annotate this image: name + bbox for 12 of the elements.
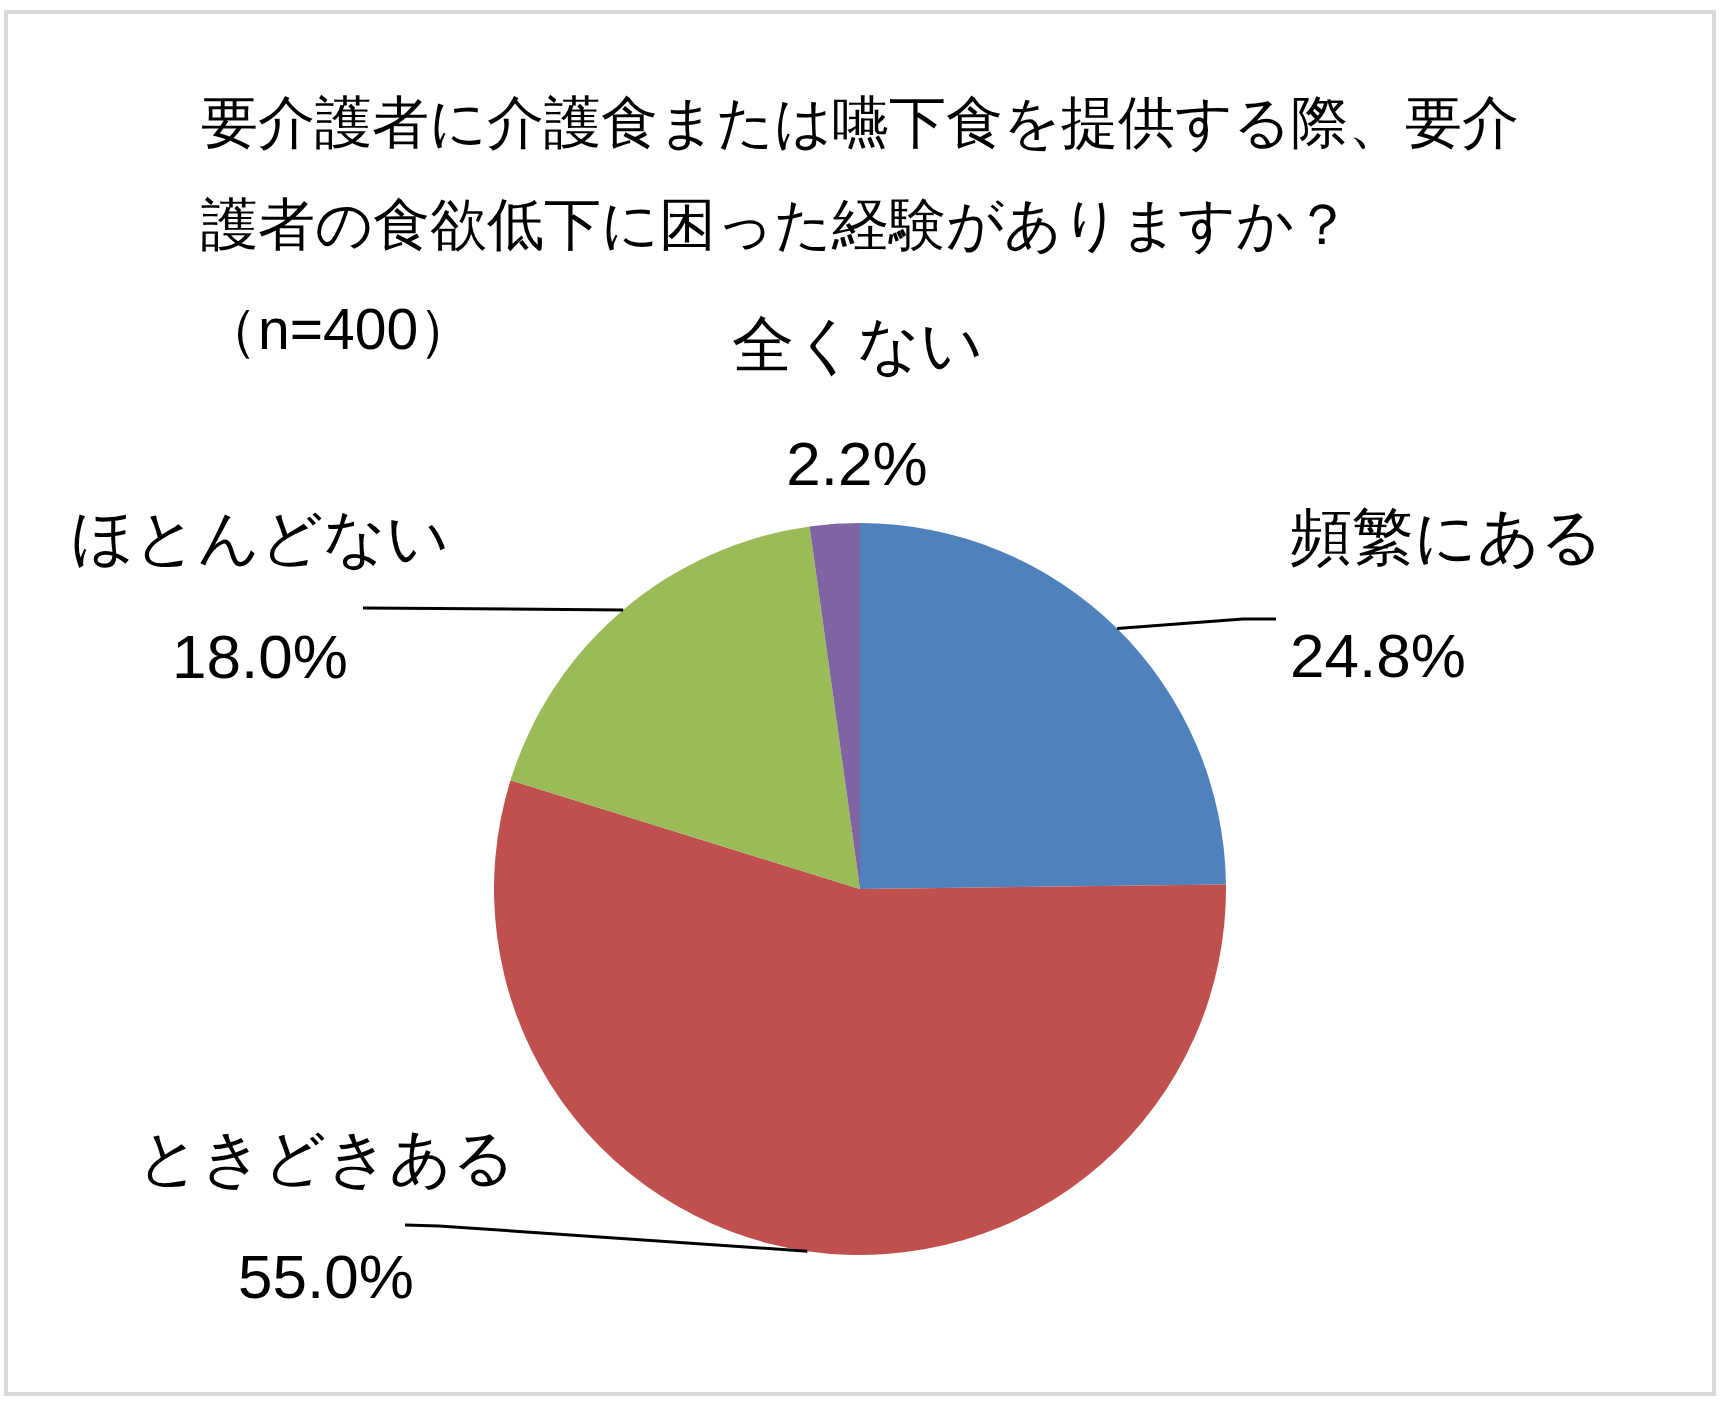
pie-slice [510, 526, 860, 889]
slice-label: 全くない [731, 310, 983, 379]
data-label: 24.8% [1290, 621, 1466, 690]
slice-label: ときどきある [137, 1123, 515, 1192]
chart-subtitle: （n=400） [201, 297, 476, 361]
pie-slice [860, 523, 1226, 889]
slice-label: 頻繁にある [1290, 502, 1603, 571]
data-label: 2.2% [786, 429, 928, 498]
data-label: 55.0% [238, 1242, 414, 1311]
slice-label: ほとんどない [71, 503, 449, 572]
chart-title: 要介護者に介護食または嚥下食を提供する際、要介護者の食欲低下に困った経験がありますか？ [201, 90, 1519, 256]
data-label: 18.0% [172, 622, 348, 691]
